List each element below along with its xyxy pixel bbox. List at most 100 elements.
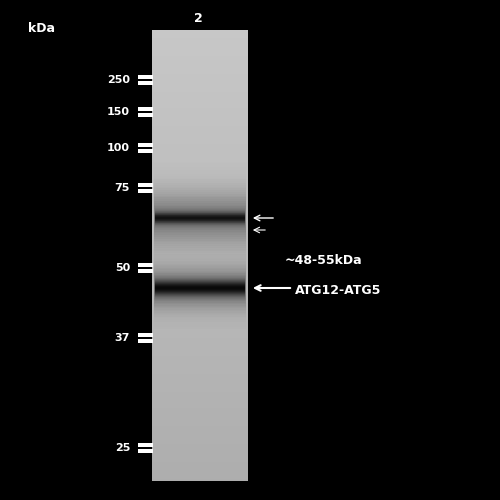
Bar: [152, 266, 248, 268]
Bar: [154, 276, 246, 278]
Bar: [154, 208, 246, 210]
Bar: [152, 392, 248, 394]
Bar: [138, 339, 153, 343]
Bar: [155, 285, 245, 286]
Bar: [154, 192, 246, 194]
Bar: [154, 262, 246, 264]
Bar: [154, 224, 246, 226]
Bar: [152, 201, 248, 203]
Bar: [154, 255, 246, 256]
Bar: [152, 369, 248, 371]
Bar: [138, 263, 153, 267]
Bar: [152, 375, 248, 377]
Bar: [152, 372, 248, 374]
Bar: [152, 204, 248, 206]
Bar: [154, 293, 246, 294]
Bar: [152, 340, 248, 342]
Bar: [152, 176, 248, 178]
Text: ATG12-ATG5: ATG12-ATG5: [295, 284, 382, 296]
Bar: [152, 302, 248, 304]
Bar: [152, 172, 248, 174]
Bar: [152, 126, 248, 128]
Bar: [152, 464, 248, 466]
Bar: [152, 30, 248, 32]
Bar: [154, 252, 246, 253]
Bar: [155, 275, 245, 276]
Bar: [154, 256, 246, 258]
Bar: [152, 152, 248, 154]
Bar: [155, 279, 245, 280]
Text: 2: 2: [194, 12, 202, 24]
Bar: [152, 188, 248, 190]
Bar: [155, 298, 245, 299]
Bar: [152, 258, 248, 260]
Bar: [152, 255, 248, 257]
Bar: [152, 92, 248, 94]
Bar: [152, 200, 248, 202]
Bar: [152, 384, 248, 386]
Bar: [154, 279, 246, 280]
Bar: [152, 156, 248, 158]
Bar: [152, 132, 248, 134]
Bar: [152, 452, 248, 454]
Bar: [152, 374, 248, 376]
Bar: [152, 456, 248, 458]
Bar: [152, 393, 248, 395]
Bar: [152, 220, 248, 222]
Bar: [154, 237, 246, 238]
Bar: [154, 252, 246, 254]
Bar: [152, 212, 248, 214]
Bar: [152, 160, 248, 162]
Bar: [154, 165, 246, 166]
Bar: [155, 280, 245, 281]
Bar: [152, 388, 248, 390]
Bar: [152, 334, 248, 336]
Bar: [152, 448, 248, 450]
Bar: [152, 438, 248, 440]
Bar: [152, 338, 248, 340]
Bar: [152, 327, 248, 329]
Bar: [152, 128, 248, 130]
Bar: [152, 303, 248, 305]
Bar: [152, 171, 248, 173]
Bar: [152, 312, 248, 314]
Bar: [152, 460, 248, 462]
Bar: [152, 88, 248, 90]
Bar: [152, 276, 248, 278]
Bar: [152, 252, 248, 254]
Bar: [152, 116, 248, 117]
Bar: [152, 309, 248, 311]
Bar: [152, 446, 248, 448]
Bar: [154, 220, 246, 222]
Bar: [154, 184, 246, 186]
Bar: [154, 244, 246, 246]
Bar: [152, 114, 248, 116]
Bar: [155, 294, 245, 295]
Bar: [152, 76, 248, 78]
Bar: [152, 296, 248, 298]
Bar: [154, 216, 246, 217]
Bar: [152, 134, 248, 136]
Text: 37: 37: [114, 333, 130, 343]
Bar: [152, 51, 248, 53]
Bar: [154, 270, 246, 272]
Bar: [154, 168, 246, 170]
Bar: [152, 44, 248, 46]
Bar: [152, 346, 248, 348]
Bar: [154, 312, 246, 314]
Bar: [152, 381, 248, 383]
Bar: [152, 386, 248, 388]
Bar: [152, 400, 248, 402]
Bar: [152, 279, 248, 281]
Bar: [154, 183, 246, 184]
Bar: [152, 232, 248, 234]
Bar: [152, 432, 248, 434]
Bar: [152, 142, 248, 144]
Bar: [154, 262, 246, 264]
Bar: [152, 273, 248, 275]
Bar: [152, 154, 248, 156]
Bar: [155, 276, 245, 277]
Bar: [152, 108, 248, 110]
Bar: [152, 284, 248, 286]
Bar: [152, 38, 248, 40]
